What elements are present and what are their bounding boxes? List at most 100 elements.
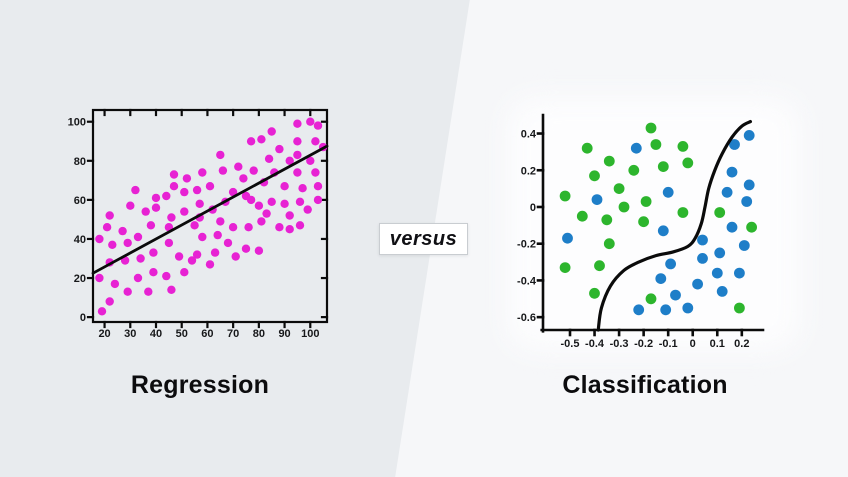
scatter-point-sample-points	[285, 225, 294, 234]
scatter-point-sample-points	[280, 182, 289, 191]
scatter-point-sample-points	[257, 217, 266, 226]
scatter-point-class-b-blue	[630, 142, 642, 154]
scatter-point-sample-points	[254, 201, 264, 210]
scatter-point-sample-points	[218, 166, 228, 175]
scatter-point-sample-points	[313, 121, 323, 130]
sample-points-group	[95, 117, 328, 316]
x-tick-label: 40	[150, 328, 162, 340]
regression-title: Regression	[130, 371, 270, 399]
regression-chart: 20 30 40 50 60 70 80 90 100 0 20 40 60 80 100	[55, 90, 345, 350]
scatter-point-sample-points	[231, 252, 240, 261]
class-a-green-group	[559, 122, 757, 314]
x-tick-label: 0	[690, 338, 696, 350]
decision-boundary	[596, 119, 753, 332]
scatter-point-sample-points	[216, 150, 225, 160]
scatter-point-class-b-blue	[562, 232, 573, 244]
scatter-point-class-b-blue	[743, 130, 755, 141]
scatter-point-class-b-blue	[716, 286, 728, 297]
x-tick-label: 60	[201, 328, 213, 340]
scatter-point-class-a-green	[603, 155, 615, 167]
scatter-point-class-b-blue	[633, 304, 645, 316]
scatter-point-sample-points	[210, 248, 220, 257]
scatter-point-sample-points	[180, 268, 189, 277]
scatter-point-sample-points	[313, 182, 323, 191]
scatter-point-sample-points	[149, 268, 158, 277]
y-tick-label: 40	[74, 234, 86, 246]
scatter-point-class-a-green	[603, 238, 615, 250]
regression-plot: 20 30 40 50 60 70 80 90 100 0 20 40 60 80 100	[68, 108, 329, 340]
scatter-point-sample-points	[306, 117, 315, 126]
classification-title: Classification	[562, 371, 728, 399]
scatter-point-sample-points	[239, 174, 248, 183]
x-tick-label: 80	[253, 328, 265, 340]
scatter-point-class-a-green	[734, 302, 745, 314]
scatter-point-sample-points	[216, 217, 225, 226]
scatter-point-sample-points	[192, 185, 202, 195]
scatter-point-sample-points	[118, 226, 127, 236]
scatter-point-sample-points	[267, 197, 276, 206]
y-tick-label: 0.2	[521, 165, 536, 177]
scatter-point-class-b-blue	[726, 166, 738, 178]
scatter-point-class-a-green	[589, 170, 600, 182]
y-tick-label: 20	[74, 273, 86, 285]
scatter-point-class-a-green	[559, 190, 571, 202]
scatter-point-sample-points	[174, 252, 184, 261]
scatter-point-sample-points	[293, 119, 302, 128]
scatter-point-sample-points	[97, 307, 107, 316]
x-tick-label: -0.4	[585, 338, 605, 350]
scatter-point-sample-points	[293, 150, 302, 160]
scatter-point-class-b-blue	[665, 258, 676, 270]
scatter-point-sample-points	[110, 279, 120, 289]
scatter-point-sample-points	[105, 211, 114, 220]
scatter-point-sample-points	[311, 137, 320, 146]
scatter-point-class-b-blue	[697, 234, 708, 246]
scatter-point-sample-points	[254, 246, 264, 255]
scatter-point-class-b-blue	[692, 278, 703, 290]
scatter-point-class-a-green	[645, 122, 657, 134]
regression-fit-line	[91, 144, 329, 275]
scatter-point-sample-points	[295, 221, 305, 230]
scatter-point-sample-points	[241, 244, 251, 253]
scatter-point-sample-points	[133, 273, 143, 283]
scatter-point-sample-points	[182, 174, 192, 183]
scatter-point-sample-points	[167, 213, 176, 222]
y-tick-label: 0	[80, 312, 86, 324]
scatter-point-sample-points	[295, 197, 305, 206]
scatter-point-class-b-blue	[738, 240, 750, 251]
classification-chart: -0.5 -0.4 -0.3 -0.2 -0.1 0 0.1 0.2 0.4 0.2 0 -0.2 -0…	[500, 95, 810, 360]
x-tick-label: 70	[227, 328, 239, 340]
x-tick-label: 90	[278, 328, 290, 340]
scatter-point-sample-points	[164, 238, 174, 248]
scatter-point-sample-points	[95, 273, 104, 283]
scatter-point-sample-points	[228, 187, 238, 197]
scatter-point-sample-points	[234, 162, 243, 171]
scatter-point-sample-points	[298, 184, 307, 193]
scatter-point-class-b-blue	[591, 194, 603, 205]
x-tick-label: -0.2	[634, 338, 653, 350]
scatter-point-sample-points	[246, 137, 256, 146]
scatter-point-class-a-green	[601, 214, 613, 226]
scatter-point-sample-points	[257, 135, 266, 144]
scatter-point-class-b-blue	[729, 139, 740, 150]
scatter-point-class-a-green	[589, 287, 600, 299]
scatter-point-sample-points	[306, 156, 315, 165]
scatter-point-sample-points	[223, 238, 233, 248]
scatter-point-class-a-green	[640, 196, 652, 207]
scatter-point-sample-points	[180, 207, 189, 216]
scatter-point-sample-points	[195, 199, 204, 208]
x-tick-label: 30	[124, 328, 136, 340]
scatter-point-sample-points	[169, 182, 179, 191]
y-tick-label: 60	[74, 195, 86, 207]
y-tick-label: 0	[530, 202, 536, 214]
x-tick-label: 20	[98, 328, 110, 340]
scatter-point-class-b-blue	[682, 302, 694, 314]
scatter-point-class-b-blue	[741, 196, 753, 207]
y-tick-label: -0.2	[517, 239, 536, 251]
versus-label: versus	[389, 227, 458, 250]
x-tick-label: -0.1	[659, 338, 678, 350]
scatter-point-sample-points	[144, 287, 153, 296]
scatter-point-class-a-green	[677, 141, 689, 152]
scatter-point-sample-points	[123, 238, 132, 248]
plot-frame	[91, 108, 329, 324]
scatter-point-sample-points	[267, 127, 276, 136]
